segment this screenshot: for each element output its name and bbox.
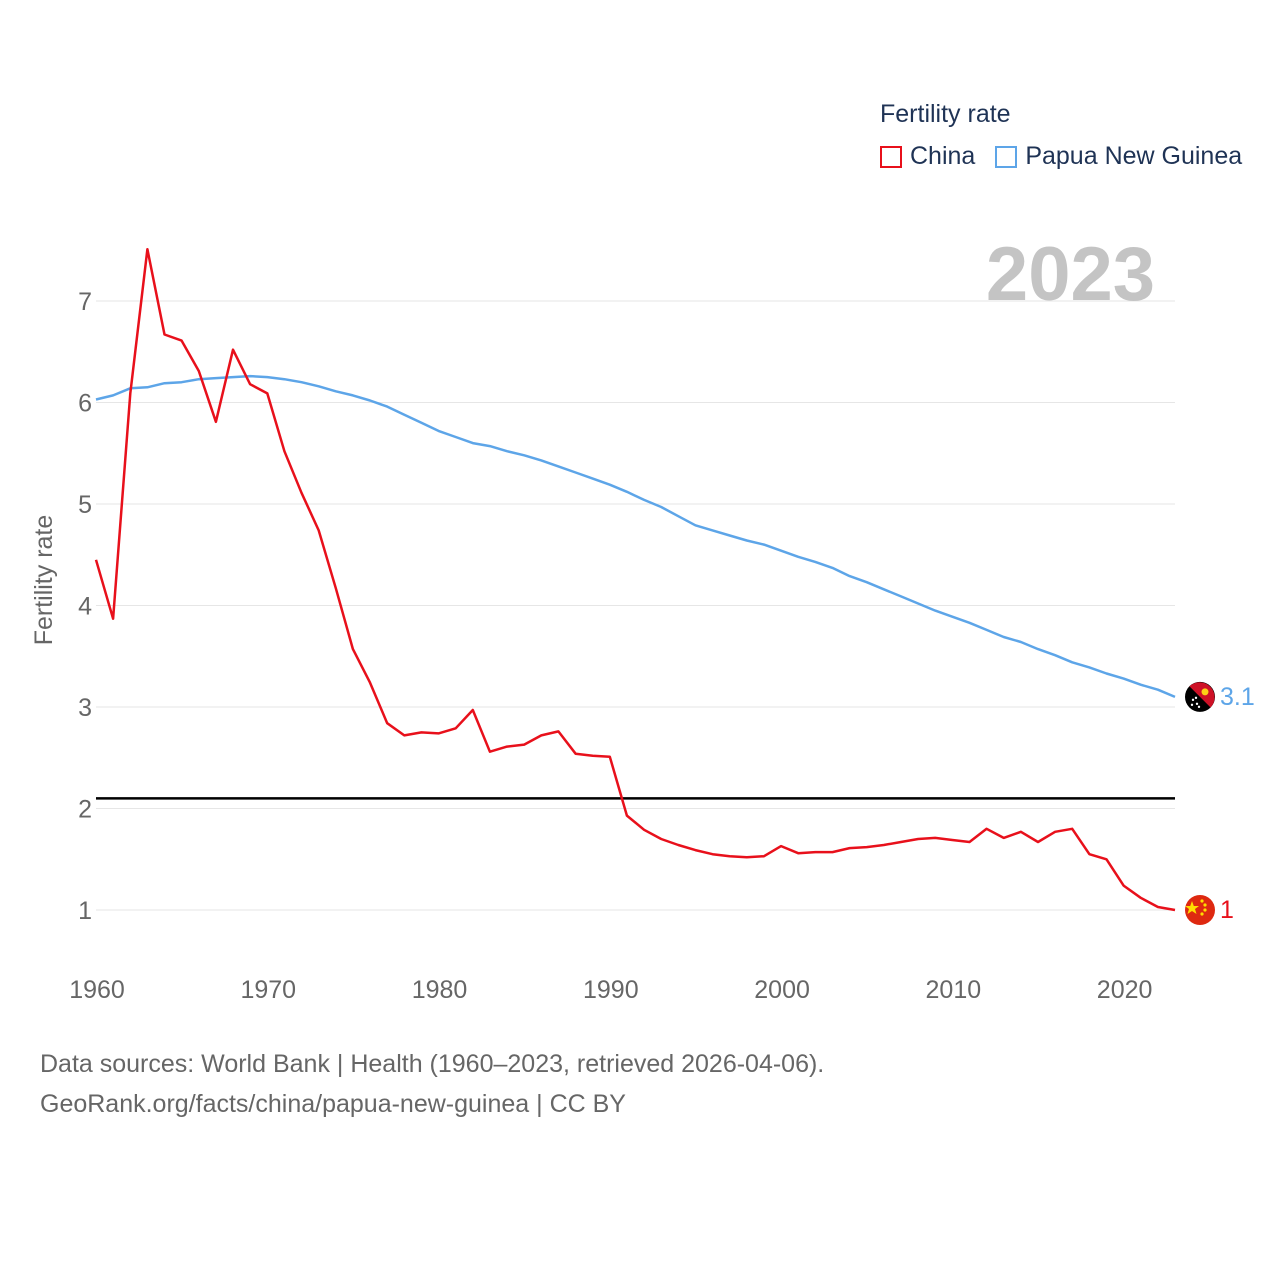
series-line-china [94,247,1176,912]
end-label-papua-new-guinea: 3.1 [1220,683,1255,711]
legend-item-china[interactable]: China [880,142,975,171]
flag-star [1195,702,1199,706]
flag-star [1191,698,1195,702]
legend-item-papua-new-guinea[interactable]: Papua New Guinea [995,142,1242,171]
y-tick-label: 3 [78,694,92,722]
flag-small-star [1203,903,1207,907]
legend-swatch-papua-new-guinea [995,145,1018,168]
x-tick-label: 1980 [412,976,468,1004]
flag-star [1197,705,1201,709]
y-tick-label: 2 [78,796,92,824]
y-axis-label: Fertility rate [30,515,58,646]
y-tick-label: 5 [78,491,92,519]
legend-title: Fertility rate [880,100,1011,128]
flag-small-star [1200,912,1204,916]
y-axis-ticks: 1 2 3 4 5 6 7 [78,288,92,925]
y-tick-label: 6 [78,390,92,418]
x-tick-label: 1990 [583,976,639,1004]
footer-link[interactable]: GeoRank.org/facts/china/papua-new-guinea… [40,1090,626,1118]
year-label: 2023 [986,232,1155,317]
y-tick-label: 7 [78,288,92,316]
china-flag-icon [1185,895,1215,925]
flag-red-half [1189,682,1215,708]
x-tick-label: 2020 [1097,976,1153,1004]
flag-small-star [1200,899,1204,903]
papua-new-guinea-flag-icon [1185,681,1215,712]
legend: China Papua New Guinea [880,142,1262,171]
series-line-papua-new-guinea [95,374,1176,699]
legend-swatch-china [880,145,902,168]
flag-small-star [1203,908,1207,912]
flag-star [1185,901,1199,914]
legend-label-papua-new-guinea: Papua New Guinea [1025,142,1243,170]
y-tick-label: 4 [78,593,92,621]
x-tick-label: 2010 [926,976,982,1004]
grid [96,300,1175,911]
footer-sources: Data sources: World Bank | Health (1960–… [40,1050,825,1078]
flag-bird [1201,688,1209,696]
x-tick-label: 1960 [69,976,125,1004]
end-label-china: 1 [1220,896,1234,924]
x-axis-ticks: 1960 1970 1980 1990 2000 2010 2020 [69,976,1152,1004]
series-lines [94,247,1176,912]
y-tick-label: 1 [78,897,92,925]
legend-label-china: China [910,142,976,170]
flag-star [1194,696,1198,700]
series-end-markers: 3.11 [1185,681,1255,925]
flag-star [1190,703,1194,707]
x-tick-label: 1970 [240,976,296,1004]
x-tick-label: 2000 [754,976,810,1004]
footer: Data sources: World Bank | Health (1960–… [40,1044,824,1124]
